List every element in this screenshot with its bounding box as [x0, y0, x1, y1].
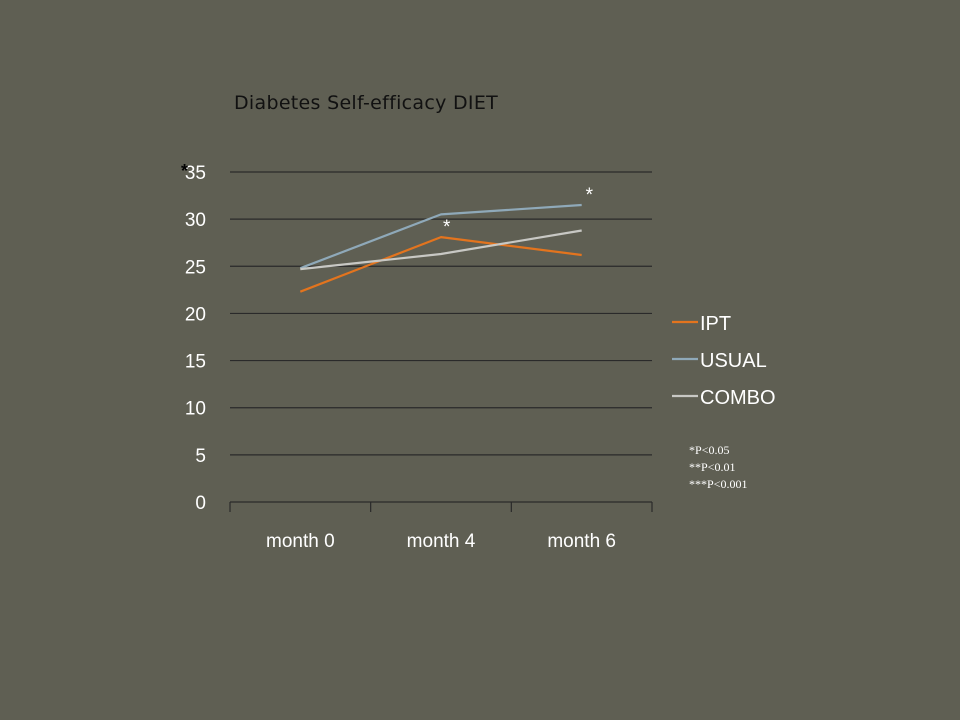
chart-title: Diabetes Self-efficacy DIET	[234, 92, 499, 114]
annotations: **	[443, 185, 594, 238]
series-line-ipt	[299, 236, 582, 293]
legend-label: USUAL	[700, 350, 767, 372]
x-tick-label: month 6	[547, 531, 616, 552]
series-lines	[299, 203, 582, 293]
title-asterisk: *	[181, 161, 188, 181]
note-p001: ***P<0.001	[689, 477, 748, 491]
axes: 0 5 10 15 20 25 30 35 month 0 month 4 month 6 *	[181, 161, 653, 552]
y-tick-label: 35	[185, 163, 206, 184]
legend: IPT USUAL COMBO	[672, 313, 776, 409]
y-tick-label: 0	[195, 493, 206, 514]
y-tick-label: 10	[185, 399, 206, 420]
y-tick-label: 15	[185, 352, 206, 373]
legend-label: IPT	[700, 313, 731, 335]
legend-label: COMBO	[700, 387, 776, 409]
note-p05: *P<0.05	[689, 443, 730, 457]
note-p01: **P<0.01	[689, 460, 736, 474]
y-tick-label: 30	[185, 210, 206, 231]
series-line-combo	[300, 229, 582, 271]
series-line-usual	[299, 203, 582, 270]
significance-notes: *P<0.05 **P<0.01 ***P<0.001	[689, 442, 747, 493]
significance-asterisk: *	[443, 217, 451, 238]
gridlines	[230, 171, 652, 503]
y-tick-label: 25	[185, 257, 206, 278]
x-tick-label: month 0	[266, 531, 335, 552]
y-tick-label: 20	[185, 304, 206, 325]
y-tick-label: 5	[195, 446, 206, 467]
x-tick-label: month 4	[407, 531, 476, 552]
significance-asterisk: *	[586, 185, 594, 206]
